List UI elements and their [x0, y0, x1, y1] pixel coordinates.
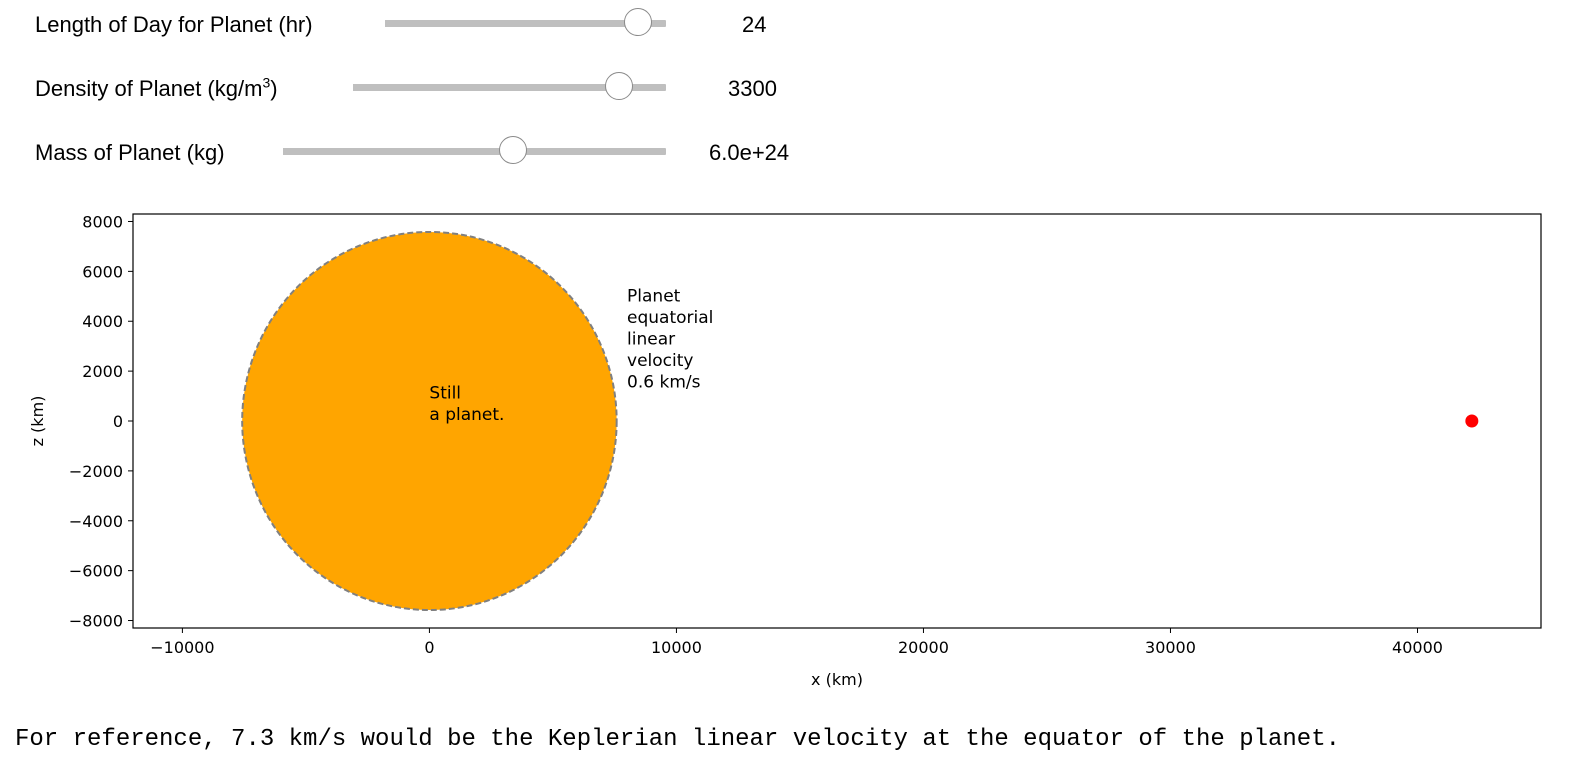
velocity-annotation: Planet equatorial linear velocity 0.6 km/s: [627, 286, 713, 392]
mass-slider[interactable]: [283, 136, 666, 164]
planet-circle: [241, 230, 618, 612]
keplerian-reference-text: For reference, 7.3 km/s would be the Kep…: [15, 726, 1341, 753]
x-tick-label: 30000: [1145, 638, 1196, 657]
density-label-tail: ): [270, 76, 278, 101]
y-tick-label: 4000: [82, 312, 123, 331]
density-slider-fill: [353, 84, 620, 91]
y-tick-label: 6000: [82, 262, 123, 281]
density-value: 3300: [728, 76, 777, 101]
day-length-slider-thumb[interactable]: [623, 8, 652, 36]
density-label: Density of Planet (kg/m3): [35, 76, 278, 102]
y-tick-label: 2000: [82, 362, 123, 381]
y-tick-label: −8000: [69, 612, 123, 631]
y-tick-label: 0: [113, 412, 123, 431]
mass-slider-thumb[interactable]: [498, 136, 527, 164]
day-length-value: 24: [742, 12, 767, 37]
day-length-slider-row: Length of Day for Planet (hr) 24: [0, 6, 900, 40]
plot-area: Still a planet. Planet equatorial linear velo…: [28, 212, 1542, 689]
day-length-label: Length of Day for Planet (hr): [35, 12, 313, 37]
velocity-annotation-line: linear: [627, 329, 675, 349]
day-length-slider[interactable]: [385, 8, 666, 36]
velocity-annotation-line: Planet: [627, 286, 681, 306]
y-tick-label: 8000: [82, 212, 123, 231]
planet-center-annotation: Still a planet.: [429, 384, 504, 426]
red-point-marker: [1465, 414, 1479, 428]
mass-slider-row: Mass of Planet (kg) 6.0e+24: [0, 134, 900, 168]
density-label-superscript: 3: [262, 74, 271, 91]
y-tick-label: −4000: [69, 512, 123, 531]
density-label-main: Density of Planet (kg/m: [35, 76, 263, 101]
mass-label: Mass of Planet (kg): [35, 140, 225, 165]
x-tick-label: 20000: [898, 638, 949, 657]
velocity-annotation-line: equatorial: [627, 308, 713, 328]
planet-center-annotation-line: a planet.: [429, 405, 504, 425]
x-tick-label: 40000: [1392, 638, 1443, 657]
x-axis-label: x (km): [811, 670, 863, 689]
x-tick-label: 0: [424, 638, 434, 657]
mass-value: 6.0e+24: [709, 140, 790, 165]
y-tick-label: −6000: [69, 562, 123, 581]
density-slider-row: Density of Planet (kg/m3) 3300: [0, 70, 900, 104]
y-axis-label: z (km): [28, 396, 47, 447]
y-tick-label: −2000: [69, 462, 123, 481]
x-tick-label: 10000: [651, 638, 702, 657]
x-tick-label: −10000: [150, 638, 214, 657]
planet-center-annotation-line: Still: [429, 384, 461, 404]
velocity-annotation-line: velocity: [627, 351, 693, 371]
velocity-annotation-line: 0.6 km/s: [627, 372, 701, 392]
day-length-slider-fill: [385, 20, 638, 27]
density-slider[interactable]: [353, 72, 666, 100]
mass-slider-fill: [283, 148, 513, 155]
density-slider-thumb[interactable]: [605, 72, 634, 100]
planet-plot: Still a planet. Planet equatorial linear velo…: [28, 212, 1542, 689]
